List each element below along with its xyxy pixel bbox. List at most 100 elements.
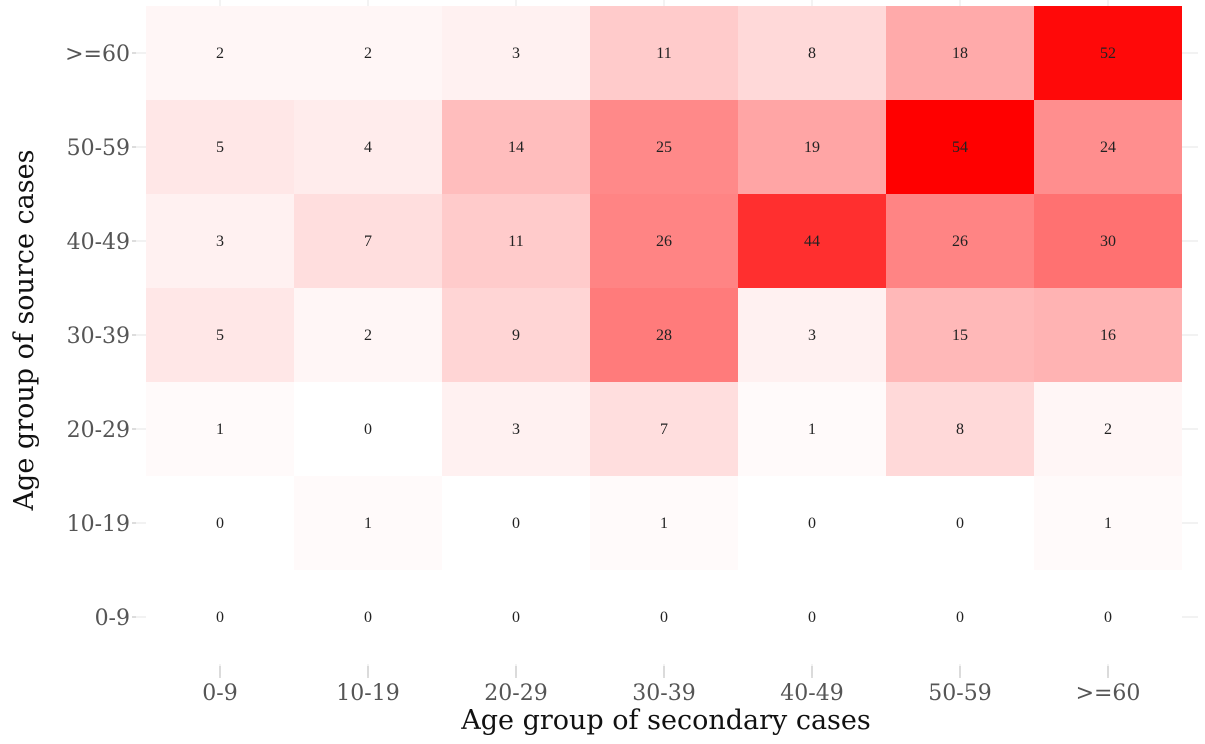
heatmap-cell xyxy=(738,382,886,476)
cell-value-label: 1 xyxy=(660,515,668,532)
heatmap-cell xyxy=(442,476,590,570)
heatmap-cell xyxy=(1034,194,1182,288)
cell-value-label: 1 xyxy=(364,515,372,532)
heatmap-cell xyxy=(442,382,590,476)
heatmap-cell xyxy=(146,100,294,194)
cell-value-label: 30 xyxy=(1100,233,1116,250)
heatmap-cell xyxy=(1034,6,1182,100)
cell-value-label: 14 xyxy=(508,139,524,156)
cell-value-label: 7 xyxy=(364,233,372,250)
y-tick-label: 30-39 xyxy=(67,324,130,349)
cell-value-label: 0 xyxy=(1104,609,1112,626)
cell-value-label: 0 xyxy=(956,515,964,532)
heatmap-cell xyxy=(1034,382,1182,476)
cell-value-label: 26 xyxy=(656,233,672,250)
cell-value-label: 24 xyxy=(1100,139,1116,156)
cell-value-label: 1 xyxy=(1104,515,1112,532)
heatmap-cell xyxy=(146,288,294,382)
heatmap-cell xyxy=(442,100,590,194)
heatmap-cell xyxy=(738,6,886,100)
cell-value-label: 52 xyxy=(1100,45,1116,62)
x-tick-label: 20-29 xyxy=(484,681,547,706)
heatmap-cell xyxy=(738,100,886,194)
cell-value-label: 44 xyxy=(804,233,820,250)
cell-value-label: 3 xyxy=(808,327,816,344)
heatmap-cell xyxy=(442,570,590,664)
heatmap-cell xyxy=(294,382,442,476)
x-tick-label: 50-59 xyxy=(928,681,991,706)
heatmap-cell xyxy=(1034,288,1182,382)
heatmap-cell xyxy=(294,6,442,100)
cell-value-label: 11 xyxy=(508,233,523,250)
cell-value-label: 0 xyxy=(216,609,224,626)
heatmap-cell xyxy=(590,100,738,194)
cell-value-label: 25 xyxy=(656,139,672,156)
cell-value-label: 1 xyxy=(216,421,224,438)
heatmap-cell xyxy=(442,194,590,288)
cell-value-label: 0 xyxy=(512,609,520,626)
cell-value-label: 8 xyxy=(956,421,964,438)
heatmap-cell xyxy=(1034,570,1182,664)
cell-value-label: 18 xyxy=(952,45,968,62)
cell-value-label: 0 xyxy=(216,515,224,532)
cell-value-label: 9 xyxy=(512,327,520,344)
heatmap-cell xyxy=(886,288,1034,382)
heatmap-cell xyxy=(886,570,1034,664)
cell-value-label: 0 xyxy=(512,515,520,532)
x-tick-label: 10-19 xyxy=(336,681,399,706)
heatmap-cell xyxy=(886,382,1034,476)
heatmap-cell xyxy=(146,476,294,570)
cell-value-label: 2 xyxy=(216,45,224,62)
cell-value-label: 0 xyxy=(364,609,372,626)
x-tick-label: 0-9 xyxy=(202,681,237,706)
cell-value-label: 16 xyxy=(1100,327,1116,344)
x-tick-label: 30-39 xyxy=(632,681,695,706)
cell-value-label: 0 xyxy=(660,609,668,626)
y-tick-label: 40-49 xyxy=(67,230,130,255)
x-tick-label: >=60 xyxy=(1076,681,1141,706)
heatmap-cell xyxy=(590,194,738,288)
cell-value-label: 54 xyxy=(952,139,968,156)
heatmap-cell xyxy=(1034,100,1182,194)
cell-value-label: 8 xyxy=(808,45,816,62)
x-axis-ticks: 0-9 10-19 20-29 30-39 40-49 50-59 >=60 xyxy=(202,666,1140,706)
cell-value-label: 26 xyxy=(952,233,968,250)
cell-value-label: 3 xyxy=(216,233,224,250)
heatmap-cell xyxy=(738,288,886,382)
cell-value-label: 15 xyxy=(952,327,968,344)
y-tick-label: 20-29 xyxy=(67,418,130,443)
cell-value-label: 0 xyxy=(956,609,964,626)
cell-value-label: 5 xyxy=(216,139,224,156)
heatmap-cell xyxy=(886,194,1034,288)
heatmap-cell xyxy=(590,6,738,100)
y-tick-label: 10-19 xyxy=(67,512,130,537)
heatmap-cell xyxy=(146,382,294,476)
heatmap-cell xyxy=(146,570,294,664)
cell-value-label: 28 xyxy=(656,327,672,344)
heatmap-cell xyxy=(738,194,886,288)
heatmap-cell xyxy=(442,288,590,382)
cell-value-label: 19 xyxy=(804,139,820,156)
x-axis-title: Age group of secondary cases xyxy=(460,705,871,736)
y-tick-label: 50-59 xyxy=(67,136,130,161)
heatmap-cell xyxy=(590,288,738,382)
cell-value-label: 3 xyxy=(512,421,520,438)
heatmap-cell xyxy=(590,382,738,476)
cell-value-label: 0 xyxy=(364,421,372,438)
heatmap-cell xyxy=(738,570,886,664)
y-tick-label: >=60 xyxy=(65,42,130,67)
cell-value-label: 2 xyxy=(364,45,372,62)
heatmap-cell xyxy=(146,194,294,288)
y-tick-label: 0-9 xyxy=(95,606,130,631)
heatmap-cells xyxy=(146,6,1182,664)
y-axis-title: Age group of source cases xyxy=(9,150,40,512)
cell-value-label: 0 xyxy=(808,609,816,626)
cell-value-label: 11 xyxy=(656,45,671,62)
heatmap-cell xyxy=(886,476,1034,570)
cell-value-label: 4 xyxy=(364,139,372,156)
cell-labels: 2 2 3 11 8 18 525 4 14 25 19 54 243 7 11 26 44 26 305 2 9 28 3… xyxy=(216,45,1116,626)
cell-value-label: 7 xyxy=(660,421,668,438)
heatmap-cell xyxy=(886,100,1034,194)
heatmap-cell xyxy=(1034,476,1182,570)
